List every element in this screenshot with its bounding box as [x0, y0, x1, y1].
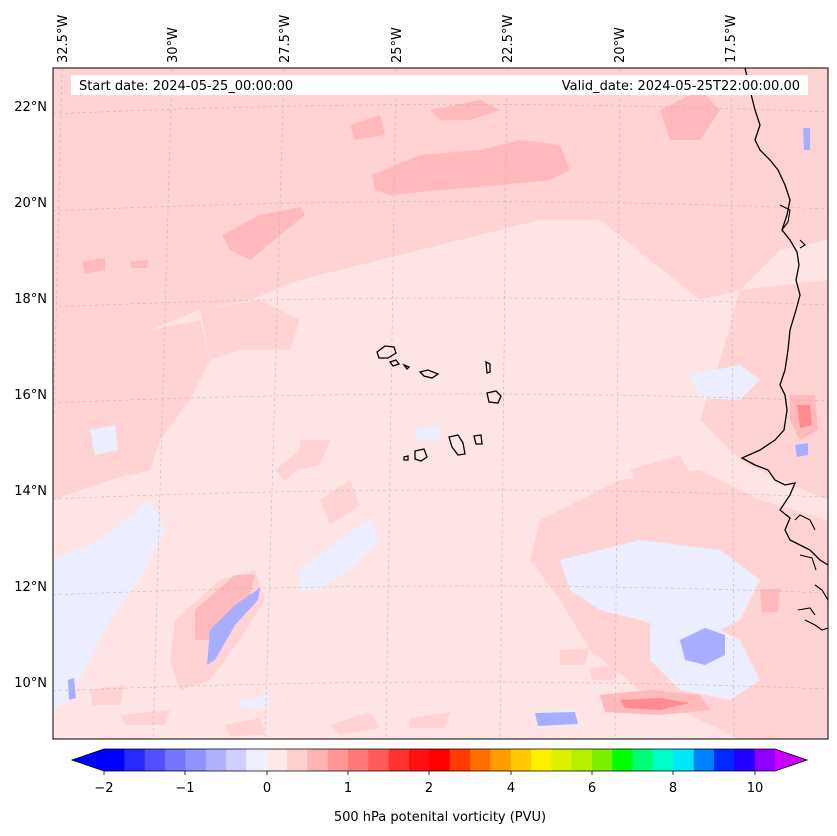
colorbar-cell: [612, 749, 634, 771]
lon-label: 17.5°W: [724, 15, 739, 63]
colorbar-tick-label: 10: [747, 781, 764, 796]
lon-label: 32.5°W: [56, 15, 71, 63]
island-santa-luzia: [402, 363, 411, 370]
colorbar-tick-label: 2: [425, 781, 433, 796]
island-brava: [403, 455, 409, 461]
colorbar-cell: [714, 749, 735, 771]
colorbar-cell: [409, 749, 430, 771]
colorbar-extend-left: [72, 749, 104, 771]
colorbar-cell: [348, 749, 369, 771]
colorbar-tick-label: −2: [94, 781, 113, 796]
island-sao-nicolau: [418, 369, 440, 379]
colorbar: −2 −1 0 1 2 4 6 8 10 500 hPa potenital vorticity…: [70, 748, 809, 825]
colorbar-tick-label: 1: [344, 781, 352, 796]
colorbar-cell: [449, 749, 471, 771]
colorbar-cell: [266, 749, 288, 771]
colorbar-cell: [551, 749, 573, 771]
latitude-labels: 22°N 20°N 18°N 16°N 14°N 12°N 10°N: [14, 100, 47, 691]
island-fogo: [414, 448, 428, 462]
map-panel: [53, 68, 828, 739]
lon-label: 30°W: [166, 27, 181, 63]
colorbar-cell: [592, 749, 613, 771]
colorbar-cells: [104, 749, 776, 771]
colorbar-extend-right: [775, 749, 807, 771]
colorbar-cell: [246, 749, 268, 771]
valid-date-label: Valid_date: 2024-05-25T22:00:00.00: [562, 79, 800, 94]
colorbar-cell: [490, 749, 512, 771]
colorbar-cell: [754, 749, 776, 771]
colorbar-cell: [307, 749, 329, 771]
lon-label: 25°W: [390, 27, 405, 63]
colorbar-tick-label: 6: [588, 781, 596, 796]
lat-label: 12°N: [14, 580, 47, 595]
lat-label: 18°N: [14, 292, 47, 307]
lat-label: 14°N: [14, 484, 47, 499]
colorbar-cell: [653, 749, 674, 771]
island-maio: [473, 434, 483, 445]
map-frame: [52, 67, 829, 740]
lat-label: 22°N: [14, 100, 47, 115]
island-santiago: [448, 434, 466, 456]
west-africa-coastline: [740, 68, 828, 566]
lat-label: 16°N: [14, 388, 47, 403]
colorbar-cell: [104, 749, 125, 771]
colorbar-cell: [124, 749, 146, 771]
cape-verde-islands: [376, 345, 502, 462]
start-date-label: Start date: 2024-05-25_00:00:00: [79, 79, 293, 94]
header-box: [71, 75, 808, 95]
colorbar-cell: [165, 749, 186, 771]
pv-contours-negative-strong: [68, 128, 810, 726]
colorbar-cell: [185, 749, 207, 771]
island-santo-antao: [376, 345, 397, 359]
colorbar-cell: [429, 749, 451, 771]
colorbar-cell: [734, 749, 756, 771]
colorbar-cell: [287, 749, 308, 771]
colorbar-cell: [327, 749, 349, 771]
colorbar-cell: [510, 749, 532, 771]
colorbar-label: 500 hPa potenital vorticity (PVU): [334, 810, 546, 825]
colorbar-ticks: −2 −1 0 1 2 4 6 8 10: [94, 771, 763, 796]
colorbar-cell: [368, 749, 390, 771]
lon-label: 20°W: [613, 27, 628, 63]
colorbar-cell: [226, 749, 247, 771]
lat-label: 10°N: [14, 676, 47, 691]
colorbar-cell: [144, 749, 166, 771]
colorbar-tick-label: 8: [669, 781, 677, 796]
island-sal: [485, 360, 491, 374]
coastline-detail: [779, 204, 828, 631]
colorbar-cell: [632, 749, 654, 771]
colorbar-cell: [388, 749, 410, 771]
colorbar-tick-label: 4: [507, 781, 515, 796]
colorbar-cell: [673, 749, 695, 771]
gridlines: [53, 68, 828, 739]
colorbar-cell: [531, 749, 552, 771]
lon-label: 22.5°W: [501, 15, 516, 63]
colorbar-cell: [571, 749, 593, 771]
longitude-labels: 32.5°W 30°W 27.5°W 25°W 22.5°W 20°W 17.5…: [56, 15, 739, 63]
colorbar-tick-label: −1: [175, 781, 194, 796]
lat-label: 20°N: [14, 196, 47, 211]
colorbar-cell: [693, 749, 715, 771]
colorbar-tick-label: 0: [263, 781, 271, 796]
colorbar-cell: [470, 749, 491, 771]
island-boa-vista: [486, 390, 502, 404]
lon-label: 27.5°W: [278, 15, 293, 63]
colorbar-cell: [205, 749, 227, 771]
pv-contours-strong: [620, 405, 812, 710]
island-sao-vicente: [388, 359, 401, 367]
